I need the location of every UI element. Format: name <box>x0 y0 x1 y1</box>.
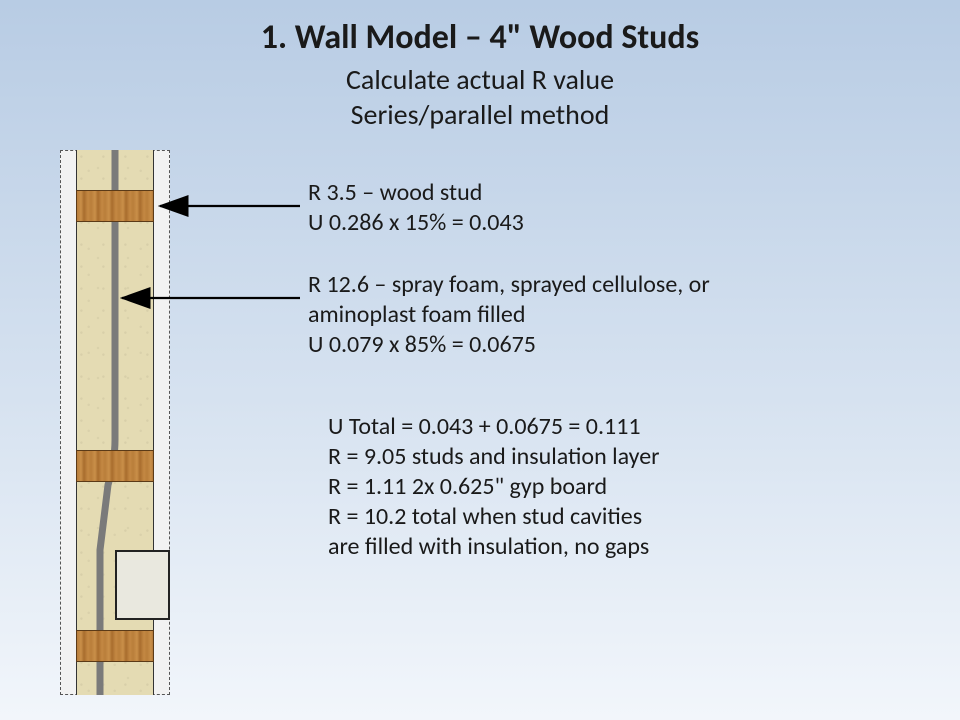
subtitle-line-1: Calculate actual R value <box>0 62 960 97</box>
label-totals-line-3: R = 1.11 2x 0.625" gyp board <box>328 472 660 502</box>
label-spray-foam-line-1: R 12.6 – spray foam, sprayed cellulose, … <box>308 270 710 300</box>
label-totals: U Total = 0.043 + 0.0675 = 0.111 R = 9.0… <box>328 412 660 562</box>
wall-diagram <box>60 150 215 695</box>
page-subtitle: Calculate actual R value Series/parallel… <box>0 62 960 132</box>
junction-box <box>115 550 170 620</box>
title-text: 1. Wall Model – 4" Wood Studs <box>261 17 699 58</box>
label-wood-stud-line-2: U 0.286 x 15% = 0.043 <box>308 208 524 238</box>
label-wood-stud: R 3.5 – wood stud U 0.286 x 15% = 0.043 <box>308 178 524 238</box>
label-spray-foam-line-3: U 0.079 x 85% = 0.0675 <box>308 330 710 360</box>
wood-stud-1 <box>76 190 154 222</box>
label-spray-foam-line-2: aminoplast foam filled <box>308 300 710 330</box>
wood-stud-2 <box>76 450 154 482</box>
label-wood-stud-line-1: R 3.5 – wood stud <box>308 178 524 208</box>
label-spray-foam: R 12.6 – spray foam, sprayed cellulose, … <box>308 270 710 360</box>
label-totals-line-1: U Total = 0.043 + 0.0675 = 0.111 <box>328 412 660 442</box>
label-totals-line-2: R = 9.05 studs and insulation layer <box>328 442 660 472</box>
page-title: 1. Wall Model – 4" Wood Studs <box>0 18 960 57</box>
wood-stud-3 <box>76 630 154 662</box>
label-totals-line-5: are filled with insulation, no gaps <box>328 532 660 562</box>
subtitle-line-2: Series/parallel method <box>0 97 960 132</box>
label-totals-line-4: R = 10.2 total when stud cavities <box>328 502 660 532</box>
